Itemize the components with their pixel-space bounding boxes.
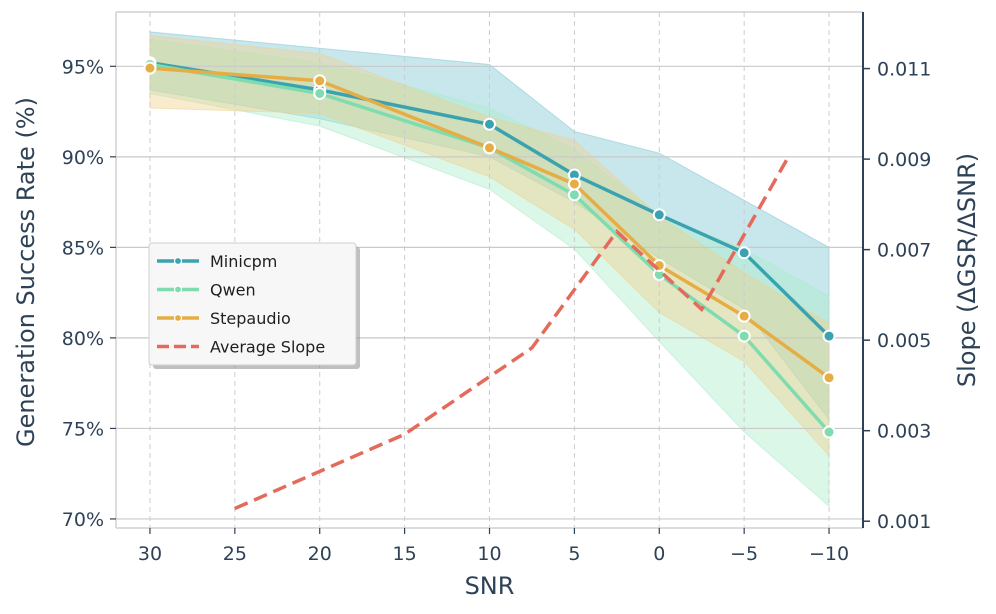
y-tick-label: 85% <box>62 237 104 259</box>
x-tick-label: −5 <box>730 543 758 565</box>
x-tick-label: 20 <box>308 543 332 565</box>
legend-marker <box>173 285 183 294</box>
ticks: 70% 75% 80% 85% 90% 95% 0.001 0.003 0.005 0.007 0.… <box>62 56 932 565</box>
point-minicpm <box>737 246 751 260</box>
y2-axis-title: Slope (ΔGSR/ΔSNR) <box>953 153 981 387</box>
point-stepaudio <box>143 61 157 75</box>
x-axis-title: SNR <box>465 572 515 600</box>
y2-tick-label: 0.003 <box>877 421 931 443</box>
axis-titles: SNR Generation Success Rate (%) Slope (Δ… <box>12 97 981 600</box>
x-tick-label: 5 <box>568 543 580 565</box>
x-tick-label: 0 <box>653 543 665 565</box>
legend-marker <box>173 256 183 266</box>
y-tick-label: 80% <box>62 328 104 350</box>
average-slope-line <box>234 159 789 511</box>
legend-label: Minicpm <box>210 252 277 271</box>
point-minicpm <box>822 329 836 343</box>
point-stepaudio <box>822 371 836 385</box>
y2-tick-label: 0.007 <box>877 240 931 262</box>
line-average-slope <box>234 159 789 511</box>
y-axis-title: Generation Success Rate (%) <box>12 97 40 447</box>
point-qwen <box>822 425 836 439</box>
point-minicpm <box>483 117 496 131</box>
y-tick-label: 90% <box>62 147 104 169</box>
y-tick-label: 70% <box>62 509 104 531</box>
point-minicpm <box>652 208 666 222</box>
legend: Minicpm Qwen Stepaudio Average Slope <box>148 242 360 369</box>
x-tick-label: 30 <box>138 543 162 565</box>
legend-box <box>148 242 357 366</box>
point-qwen <box>313 86 327 100</box>
point-stepaudio <box>567 177 581 191</box>
x-tick-label: 15 <box>393 543 417 565</box>
y2-tick-label: 0.011 <box>877 59 931 81</box>
series-markers <box>143 56 836 439</box>
y-tick-label: 75% <box>62 418 104 440</box>
legend-label: Average Slope <box>210 338 325 357</box>
point-stepaudio <box>737 309 751 323</box>
x-tick-label: −10 <box>809 543 849 565</box>
point-stepaudio <box>483 141 496 155</box>
y2-tick-label: 0.005 <box>877 330 931 352</box>
legend-label: Stepaudio <box>210 309 291 328</box>
point-stepaudio <box>313 74 327 88</box>
y-tick-label: 95% <box>62 56 104 78</box>
point-qwen <box>567 188 581 202</box>
legend-marker <box>173 313 183 323</box>
y2-tick-label: 0.001 <box>877 511 931 533</box>
point-qwen <box>737 329 751 343</box>
legend-label: Qwen <box>210 281 256 300</box>
x-tick-label: 10 <box>477 543 501 565</box>
x-tick-label: 25 <box>223 543 247 565</box>
y2-tick-label: 0.009 <box>877 149 931 171</box>
